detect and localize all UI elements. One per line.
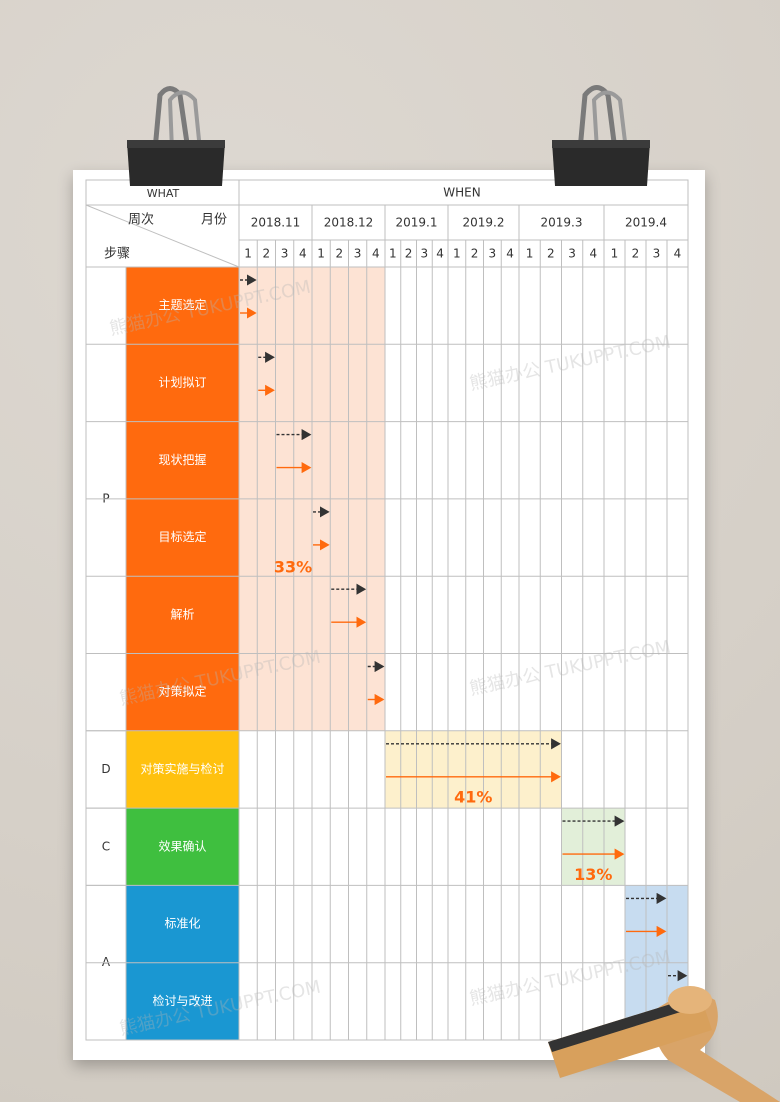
when-label: WHEN <box>443 186 480 200</box>
week-number: 2 <box>547 247 555 261</box>
percent-label: 13% <box>574 865 612 884</box>
step-label: 主题选定 <box>158 297 206 312</box>
week-number: 1 <box>244 247 252 261</box>
week-number: 4 <box>299 247 307 261</box>
grid-lines <box>85 179 689 1041</box>
step-label: 对策实施与检讨 <box>140 761 224 776</box>
watermark-text: 熊猫办公 TUKUPPT.COM <box>468 637 673 700</box>
week-number: 3 <box>354 247 362 261</box>
week-number: 1 <box>389 247 397 261</box>
week-number: 3 <box>281 247 289 261</box>
step-label: 效果确认 <box>158 838 206 853</box>
week-number: 3 <box>489 247 497 261</box>
month-header: 2019.1 <box>396 216 438 230</box>
week-number: 2 <box>336 247 344 261</box>
step-cell <box>126 421 239 499</box>
week-number: 3 <box>653 247 661 261</box>
month-header: 2019.2 <box>463 216 505 230</box>
week-number: 4 <box>590 247 598 261</box>
step-label: 目标选定 <box>158 529 206 544</box>
week-number: 4 <box>506 247 514 261</box>
month-header: 2019.3 <box>541 216 583 230</box>
phase-code: D <box>101 762 110 776</box>
week-number: 1 <box>526 247 534 261</box>
month-label: 月份 <box>201 213 227 228</box>
step-label: 标准化 <box>164 917 200 931</box>
month-header: 2018.11 <box>251 216 301 230</box>
step-cell <box>126 653 239 731</box>
step-cell <box>126 885 239 963</box>
step-label: 解析 <box>170 607 194 621</box>
phase-code: C <box>102 839 110 853</box>
week-number: 4 <box>674 247 682 261</box>
step-cell <box>126 730 239 809</box>
step-label: 对策拟定 <box>158 684 206 699</box>
what-label: WHAT <box>147 187 180 200</box>
week-number: 3 <box>421 247 429 261</box>
month-header: 2018.12 <box>324 216 374 230</box>
step-cell <box>126 344 239 422</box>
week-number: 4 <box>436 247 444 261</box>
week-number: 1 <box>611 247 619 261</box>
step-label: 计划拟订 <box>158 375 206 389</box>
step-cell <box>126 267 239 345</box>
week-label: 周次 <box>128 212 154 228</box>
step-label: 检讨与改进 <box>152 993 212 1008</box>
week-number: 1 <box>453 247 461 261</box>
week-number: 2 <box>632 247 640 261</box>
watermark-text: 熊猫办公 TUKUPPT.COM <box>468 332 673 395</box>
week-number: 2 <box>471 247 479 261</box>
step-label-header: 步骤 <box>104 247 130 262</box>
week-number: 3 <box>568 247 576 261</box>
step-cell <box>126 498 239 577</box>
week-number: 2 <box>263 247 271 261</box>
month-header: 2019.4 <box>625 216 667 230</box>
step-cell <box>126 576 239 654</box>
percent-label: 33% <box>274 557 312 576</box>
week-number: 2 <box>405 247 413 261</box>
step-label: 现状把握 <box>158 452 206 467</box>
week-number: 4 <box>372 247 380 261</box>
percent-label: 41% <box>454 788 492 807</box>
step-cell <box>126 962 239 1040</box>
step-cell <box>126 808 239 886</box>
header-diagonal <box>85 204 240 268</box>
week-number: 1 <box>317 247 325 261</box>
table-frame <box>85 179 689 1041</box>
